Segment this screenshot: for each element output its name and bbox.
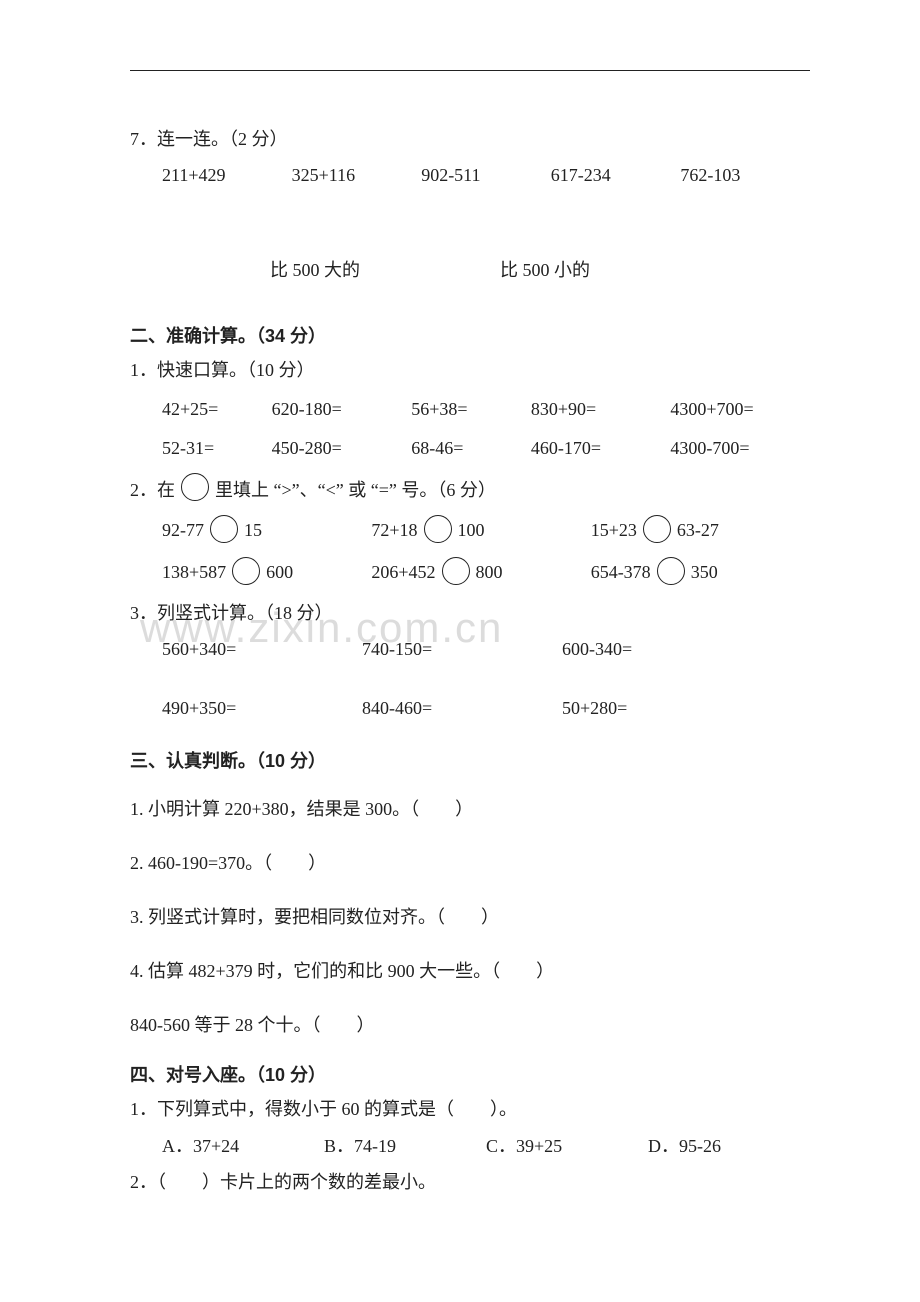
cmp-right: 63-27 [677, 520, 719, 541]
choice-d[interactable]: D．95-26 [648, 1132, 810, 1158]
q7-expr-2: 325+116 [292, 165, 422, 186]
cmp-left: 138+587 [162, 562, 226, 583]
s2-p1-row1: 42+25= 620-180= 56+38= 830+90= 4300+700= [162, 390, 810, 430]
s2-p1-label: 1．快速口算。（10 分） [130, 352, 810, 390]
s2-p3-label: 3．列竖式计算。（18 分） [130, 595, 810, 633]
cmp-left: 654-378 [591, 562, 651, 583]
choice-b[interactable]: B．74-19 [324, 1132, 486, 1158]
top-rule [130, 70, 810, 71]
s4-q1-options: A．37+24 B．74-19 C．39+25 D．95-26 [162, 1132, 810, 1158]
calc-cell: 56+38= [411, 390, 531, 430]
calc-cell: 68-46= [411, 429, 531, 469]
choice-a[interactable]: A．37+24 [162, 1132, 324, 1158]
calc-cell: 450-280= [272, 429, 412, 469]
q7-label: 7．连一连。（2 分） [130, 121, 810, 159]
cmp-left: 92-77 [162, 520, 204, 541]
q7-target-lt500: 比 500 小的 [500, 256, 730, 282]
cmp-right: 15 [244, 520, 262, 541]
calc-cell: 620-180= [272, 390, 412, 430]
section4-title: 四、对号入座。（10 分） [130, 1061, 810, 1087]
s3-item-5: 840-560 等于 28 个十。（ ） [130, 1007, 810, 1043]
vertical-cell: 740-150= [362, 639, 562, 660]
s2-p1-row2: 52-31= 450-280= 68-46= 460-170= 4300-700… [162, 429, 810, 469]
cmp-right: 100 [458, 520, 485, 541]
vertical-cell: 560+340= [162, 639, 362, 660]
calc-cell: 830+90= [531, 390, 671, 430]
calc-cell: 4300-700= [670, 429, 810, 469]
s4-q1-stem: 1．下列算式中，得数小于 60 的算式是（ ）。 [130, 1091, 810, 1129]
s3-item-1: 1. 小明计算 220+380，结果是 300。（ ） [130, 791, 810, 827]
s2-p2-row1: 92-77 15 72+18 100 15+23 63-27 [162, 517, 810, 545]
q7-expr-3: 902-511 [421, 165, 551, 186]
circle-icon[interactable] [442, 557, 470, 585]
circle-icon[interactable] [657, 557, 685, 585]
vertical-cell: 600-340= [562, 639, 762, 660]
s4-q2-stem: 2．（ ）卡片上的两个数的差最小。 [130, 1164, 810, 1202]
cmp-right: 350 [691, 562, 718, 583]
s2-p3-row2: 490+350= 840-460= 50+280= [162, 698, 810, 719]
choice-c[interactable]: C．39+25 [486, 1132, 648, 1158]
q7-expressions: 211+429 325+116 902-511 617-234 762-103 [162, 165, 810, 186]
s2-p2-label: 2．在 里填上 “>”、“<” 或 “=” 号。（6 分） [130, 475, 810, 503]
cmp-left: 206+452 [371, 562, 435, 583]
q7-targets: 比 500 大的 比 500 小的 [130, 256, 810, 282]
cmp-left: 15+23 [591, 520, 637, 541]
calc-cell: 460-170= [531, 429, 671, 469]
cmp-right: 800 [476, 562, 503, 583]
s3-item-4: 4. 估算 482+379 时，它们的和比 900 大一些。（ ） [130, 953, 810, 989]
calc-cell: 52-31= [162, 429, 272, 469]
vertical-cell: 490+350= [162, 698, 362, 719]
vertical-cell: 840-460= [362, 698, 562, 719]
q7-expr-4: 617-234 [551, 165, 681, 186]
calc-cell: 42+25= [162, 390, 272, 430]
vertical-cell: 50+280= [562, 698, 762, 719]
circle-icon[interactable] [210, 515, 238, 543]
cmp-left: 72+18 [371, 520, 417, 541]
s2-p3-row1: 560+340= 740-150= 600-340= [162, 639, 810, 660]
q7-expr-1: 211+429 [162, 165, 292, 186]
circle-icon [181, 473, 209, 501]
circle-icon[interactable] [424, 515, 452, 543]
section2-title: 二、准确计算。（34 分） [130, 322, 810, 348]
s2-p2-row2: 138+587 600 206+452 800 654-378 350 [162, 559, 810, 587]
circle-icon[interactable] [232, 557, 260, 585]
s3-item-3: 3. 列竖式计算时，要把相同数位对齐。（ ） [130, 899, 810, 935]
q7-target-gt500: 比 500 大的 [270, 256, 500, 282]
s3-item-2: 2. 460-190=370。（ ） [130, 845, 810, 881]
circle-icon[interactable] [643, 515, 671, 543]
section3-title: 三、认真判断。（10 分） [130, 747, 810, 773]
calc-cell: 4300+700= [670, 390, 810, 430]
q7-expr-5: 762-103 [680, 165, 810, 186]
cmp-right: 600 [266, 562, 293, 583]
